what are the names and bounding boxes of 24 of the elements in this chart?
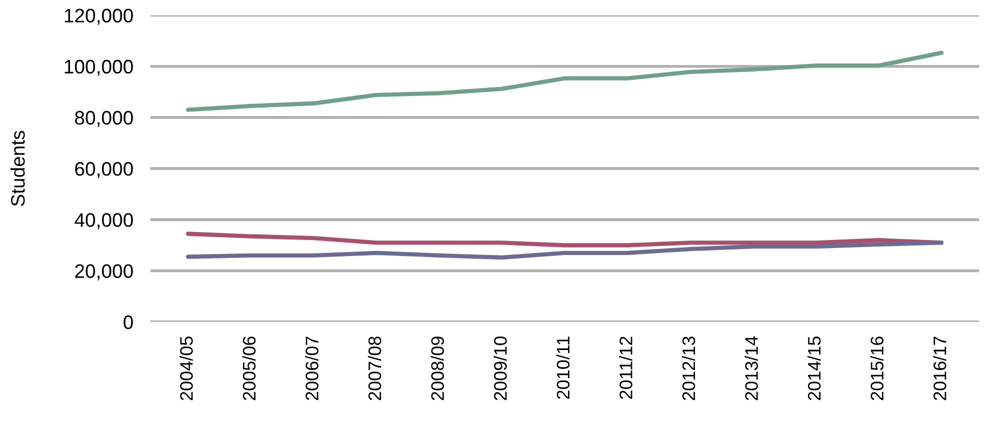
x-tick-label: 2010/11: [556, 336, 570, 399]
y-tick-label: 40,000: [74, 213, 133, 230]
x-tick-label: 2008/09: [430, 336, 444, 400]
y-tick-label: 20,000: [75, 264, 133, 280]
x-tick-label: 2007/08: [368, 336, 382, 400]
y-axis-title: Students: [10, 130, 25, 206]
y-tick-label: 0: [124, 315, 133, 330]
y-tick-label: 80,000: [75, 110, 133, 127]
x-tick-label: 2015/16: [870, 336, 884, 400]
x-tick-label: 2016/17: [933, 336, 946, 400]
line-series: [186, 240, 944, 260]
x-tick-label: 2013/14: [744, 336, 758, 400]
x-tick-label: 2011/12: [619, 336, 632, 399]
line-series: [186, 50, 944, 112]
x-tick-label: 2006/07: [305, 336, 318, 400]
x-tick-label: 2004/05: [180, 336, 193, 400]
line-series: [186, 232, 944, 248]
x-tick-label: 2012/13: [682, 336, 696, 400]
y-tick-label: 60,000: [75, 162, 133, 178]
y-tick-label: 100,000: [64, 60, 133, 76]
y-tick-label: 120,000: [64, 8, 133, 25]
x-tick-label: 2014/15: [807, 336, 821, 400]
x-tick-label: 2005/06: [242, 336, 256, 400]
x-tick-label: 2009/10: [494, 336, 507, 400]
